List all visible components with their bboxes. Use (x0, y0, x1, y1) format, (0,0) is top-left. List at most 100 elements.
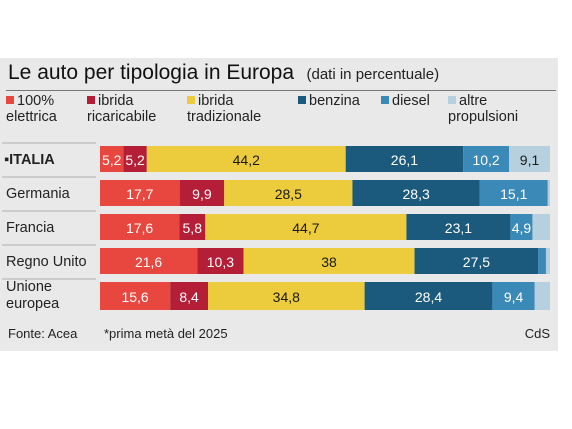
data-label: 27,5 (463, 254, 490, 270)
bar-row-italia: ▪ITALIA 5,2 5,2 44,2 26,1 10,2 9,1 (2, 142, 550, 172)
data-label: 17,6 (126, 220, 153, 236)
bar-segment-100-elettrica (100, 214, 180, 240)
bar-segment-benzina (414, 248, 539, 274)
credit: CdS (524, 326, 550, 341)
data-label: 5,2 (125, 152, 145, 168)
row-label-unione-europea: Unione europea (6, 279, 60, 312)
data-label: 8,4 (179, 289, 199, 305)
source-note: Fonte: Acea (8, 326, 78, 341)
legend-swatch (381, 96, 389, 104)
row-label-francia: Francia (6, 220, 55, 236)
data-label: 5,8 (183, 220, 203, 236)
legend-text: ibrida (198, 93, 234, 109)
legend-text: propulsioni (448, 109, 519, 125)
data-label: 4,9 (512, 220, 532, 236)
chart-subtitle: (dati in percentuale) (306, 66, 440, 83)
legend-label: tradizionale (187, 109, 261, 125)
data-label: 28,4 (415, 289, 442, 305)
bar-segment-diesel (538, 248, 546, 274)
data-label: 28,5 (275, 186, 302, 202)
bar-row-germania: Germania 17,7 9,9 28,5 28,3 15,1 (2, 176, 550, 206)
legend-text: ricaricabile (87, 109, 157, 125)
legend-label: ibrida (187, 93, 261, 109)
bar-segment-ibrida-tradizionale (224, 180, 353, 206)
legend-label: altre (448, 93, 518, 109)
legend-label: elettrica (6, 109, 57, 125)
bar-segment-altre-propulsioni (509, 146, 550, 172)
data-label: 10,2 (472, 152, 499, 168)
legend-item-100-elettrica: 100% elettrica (6, 93, 57, 125)
legend-label: benzina (298, 93, 360, 109)
legend-text: ibrida (98, 93, 134, 109)
legend-label: 100% (6, 93, 57, 109)
data-label: 44,2 (233, 152, 260, 168)
bar-segment-benzina (406, 214, 511, 240)
data-label: 9,9 (192, 186, 212, 202)
legend-text: altre (459, 93, 488, 109)
legend-swatch (6, 96, 14, 104)
legend-text: elettrica (6, 109, 57, 125)
chart-title-row: Le auto per tipologia in Europa (dati in… (8, 61, 439, 85)
data-label: 5,2 (102, 152, 122, 168)
bar-segment-diesel (492, 282, 535, 310)
row-label-italia: ▪ITALIA (4, 152, 55, 168)
bar-segment-ibrida-ricaricabile (170, 282, 208, 310)
bar-segment-100-elettrica (100, 180, 180, 206)
chart-title: Le auto per tipologia in Europa (8, 61, 295, 84)
legend-item-altre-propulsioni: altre propulsioni (448, 93, 518, 125)
bar-segment-benzina (352, 180, 480, 206)
bar-segment-altre-propulsioni (534, 282, 550, 310)
legend-text: diesel (392, 93, 430, 109)
data-label: 10,3 (207, 254, 234, 270)
bar-segment-ibrida-tradizionale (243, 248, 415, 274)
bar-row-unione-europea: Unione europea 15,6 8,4 34,8 28,4 9,4 (2, 278, 550, 312)
bar-segment-ibrida-ricaricabile (123, 146, 147, 172)
bar-segment-ibrida-tradizionale (208, 282, 365, 310)
period-footnote: *prima metà del 2025 (104, 326, 228, 341)
bar-segment-benzina (345, 146, 464, 172)
row-label-germania: Germania (6, 186, 71, 202)
bar-segment-100-elettrica (100, 248, 198, 274)
data-label: 28,3 (403, 186, 430, 202)
bar-segment-altre-propulsioni (547, 180, 550, 206)
bar-segment-diesel (463, 146, 510, 172)
bar-row-francia: Francia 17,6 5,8 44,7 23,1 4,9 (2, 210, 550, 240)
row-label-regno-unito: Regno Unito (6, 254, 87, 270)
bar-segment-ibrida-tradizionale (146, 146, 346, 172)
legend-item-diesel: diesel (381, 93, 430, 109)
bar-segment-diesel (479, 180, 548, 206)
bar-segment-100-elettrica (100, 282, 171, 310)
title-divider (6, 90, 556, 91)
legend-label: diesel (381, 93, 430, 109)
bar-segment-ibrida-ricaricabile (197, 248, 244, 274)
data-label: 15,1 (500, 186, 527, 202)
data-label: 9,1 (520, 152, 540, 168)
data-label: 23,1 (445, 220, 472, 236)
legend-swatch (298, 96, 306, 104)
bar-segment-altre-propulsioni (532, 214, 550, 240)
data-label: 21,6 (135, 254, 162, 270)
legend-item-ibrida-tradizionale: ibrida tradizionale (187, 93, 261, 125)
bar-segment-ibrida-tradizionale (205, 214, 407, 240)
legend-label: propulsioni (448, 109, 518, 125)
legend-swatch (448, 96, 456, 104)
legend-swatch (187, 96, 195, 104)
bar-segment-altre-propulsioni (545, 248, 550, 274)
legend-text: benzina (309, 93, 360, 109)
legend-item-ibrida-ricaricabile: ibrida ricaricabile (87, 93, 156, 125)
data-label: 15,6 (121, 289, 148, 305)
legend-item-benzina: benzina (298, 93, 360, 109)
bar-segment-ibrida-ricaricabile (179, 214, 206, 240)
bar-row-regno-unito: Regno Unito 21,6 10,3 38 27,5 (2, 244, 550, 274)
legend-text: tradizionale (187, 109, 262, 125)
bar-segment-ibrida-ricaricabile (179, 180, 225, 206)
data-label: 26,1 (391, 152, 418, 168)
legend-label: ibrida (87, 93, 156, 109)
data-label: 44,7 (292, 220, 319, 236)
legend-label: ricaricabile (87, 109, 156, 125)
bar-segment-100-elettrica (100, 146, 124, 172)
bar-segment-benzina (364, 282, 493, 310)
data-label: 17,7 (126, 186, 153, 202)
legend-swatch (87, 96, 95, 104)
